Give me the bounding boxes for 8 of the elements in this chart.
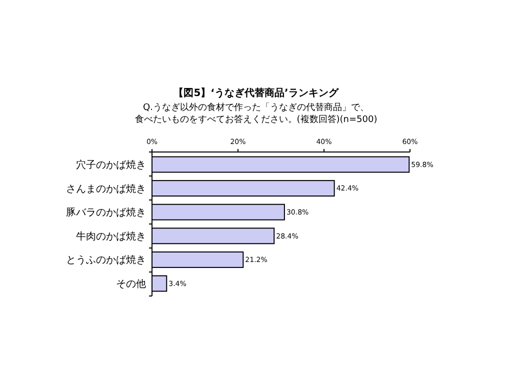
y-tick-label: とうふのかば焼き (66, 254, 146, 266)
y-tick-label: さんまのかば焼き (66, 182, 146, 195)
y-tick-label: その他 (116, 278, 146, 290)
chart-subtitle: Q.うなぎ以外の食材で作った「うなぎの代替商品」で、食べたいものをすべてお答えください。(複数回答)(n=500) (134, 102, 378, 125)
y-tick-label: 牛肉のかば焼き (76, 230, 146, 242)
chart-title: 【図5】‘うなぎ代替商品’ランキング (174, 87, 340, 99)
y-tick-label: 豚バラのかば焼き (66, 206, 146, 219)
y-tick-label: 穴子のかば焼き (76, 158, 146, 171)
